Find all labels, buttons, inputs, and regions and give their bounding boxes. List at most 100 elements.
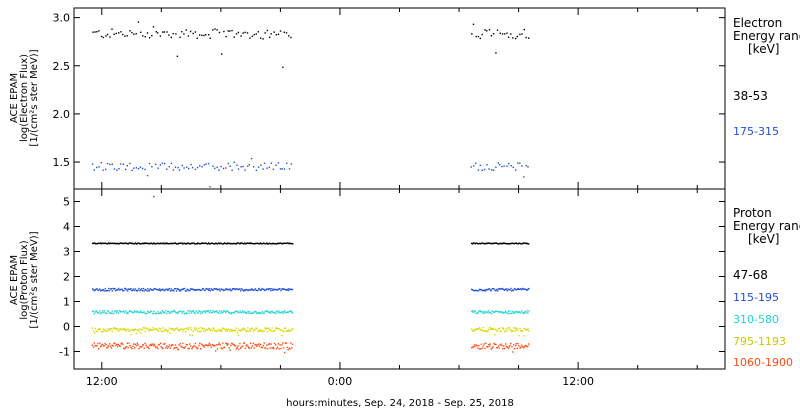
data-point [161,330,163,333]
data-point [220,288,222,290]
data-point [105,344,107,346]
data-point [159,311,162,313]
data-point [263,330,265,333]
data-point [227,242,229,245]
data-point [172,344,174,346]
data-point [216,29,218,31]
data-point [488,168,490,170]
data-point [523,242,525,244]
data-point [490,169,493,171]
data-point [124,242,127,244]
data-point [223,310,226,312]
data-point [168,287,170,290]
data-point [146,312,148,314]
data-point [500,330,502,333]
data-point [249,289,251,291]
data-point [221,348,223,350]
data-point [497,345,499,347]
data-point [234,345,237,347]
data-point [150,310,153,313]
data-point [220,165,222,168]
data-point [243,310,246,313]
data-point [521,33,523,35]
data-point [498,327,501,329]
data-point [118,289,120,291]
data-point [92,310,94,313]
data-point [272,289,274,291]
data-point [208,288,211,290]
data-point [290,329,292,332]
data-point [489,343,491,345]
data-point [130,242,132,244]
data-point [499,288,501,290]
data-point [258,312,261,314]
data-point [261,287,263,290]
data-point [91,344,94,346]
data-point [229,288,231,290]
data-point [499,311,501,314]
data-point [242,310,244,312]
data-point [150,242,153,244]
data-point [107,327,109,330]
data-point [182,311,184,313]
data-point [161,310,163,312]
data-point [201,34,203,36]
data-point [492,311,494,313]
data-point [127,312,129,314]
data-point [210,288,213,290]
data-point [125,310,127,312]
data-point [265,243,267,245]
data-point [112,328,114,330]
data-point [227,30,229,32]
data-point [164,342,166,345]
data-point [284,310,286,312]
data-point [281,311,283,313]
data-point [160,330,163,332]
data-point [212,289,214,291]
data-point [159,164,162,166]
data-point [166,288,168,290]
data-point [255,169,258,172]
data-point [251,35,253,37]
data-point [129,242,131,244]
series-47-68 [91,242,530,245]
data-point [520,330,523,332]
data-point [223,328,225,330]
data-point [248,164,250,166]
data-point [265,288,268,290]
data-point [498,311,501,313]
data-point [166,242,169,245]
data-point [495,242,497,244]
data-point [202,287,204,290]
data-point [517,342,519,345]
data-point [209,37,211,39]
data-point [230,290,232,292]
data-point [240,242,242,244]
data-point [274,289,276,291]
data-point [176,287,179,290]
data-point [276,346,279,348]
data-point [169,312,172,314]
data-point [512,37,514,39]
data-point [112,312,114,314]
data-point [104,288,106,290]
data-point [492,327,494,330]
data-point [230,330,232,332]
data-point [223,30,225,33]
data-point [153,288,155,290]
data-point [213,328,215,330]
data-point [187,329,189,331]
data-point [225,343,228,345]
data-point [513,327,515,329]
data-point [105,312,107,314]
data-point [123,242,126,245]
data-point [286,330,289,332]
data-point [135,33,137,35]
data-point [111,310,113,312]
data-point [472,23,475,25]
data-point [513,348,516,350]
electron-legend-energy: Energy range [733,29,800,43]
data-point [510,330,512,332]
data-point [219,242,221,244]
data-point [226,289,229,291]
